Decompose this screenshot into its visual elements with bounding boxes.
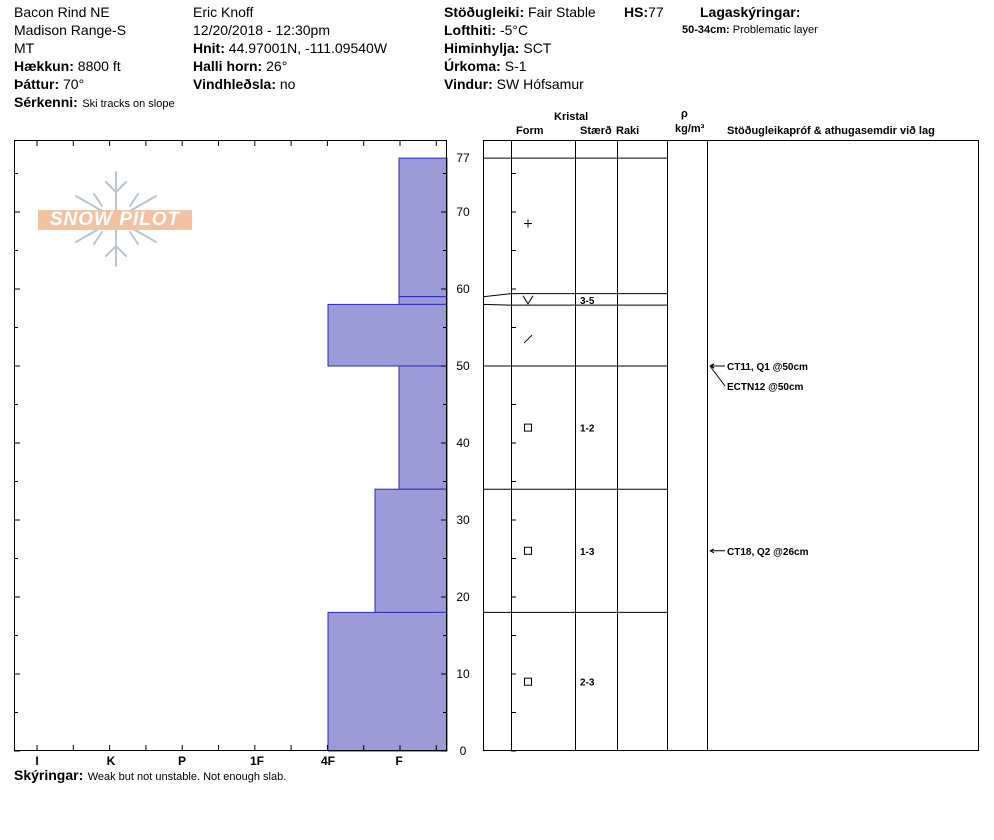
- faceted-crystals-icon: [524, 546, 532, 555]
- surface-hoar-icon: [522, 295, 534, 305]
- density-unit-header: kg/m³: [675, 123, 705, 135]
- hardness-bar: [398, 157, 448, 298]
- test-pointer: [709, 363, 726, 387]
- sky-value: SCT: [523, 40, 552, 56]
- form-header: Form: [516, 125, 544, 137]
- depth-tick-label: 20: [456, 590, 470, 604]
- hs-value: 77: [648, 4, 664, 20]
- air-temp-label: Lofthiti:: [444, 22, 497, 38]
- grain-size: 1-2: [580, 424, 595, 435]
- hardness-bar: [327, 303, 448, 367]
- stability-label: Stöðugleiki:: [444, 4, 525, 20]
- grain-size: 2-3: [580, 678, 595, 689]
- hardness-bar: [374, 488, 448, 613]
- features: Sérkenni: Ski tracks on slope: [14, 94, 175, 112]
- observer: Eric Knoff: [193, 4, 254, 20]
- aspect-value: 70°: [63, 76, 85, 92]
- snow-height: HS:77: [624, 4, 664, 20]
- depth-tick-label: 77: [456, 151, 470, 165]
- size-header: Stærð: [580, 125, 612, 137]
- hardness-bar: [398, 296, 448, 305]
- layer-table-frame: [483, 140, 979, 751]
- aspect-label: Þáttur:: [14, 76, 60, 92]
- slope-label: Halli horn:: [193, 58, 263, 74]
- coords-value: 44.97001N, -111.09540W: [228, 40, 388, 56]
- decomposing-fragments-icon: [523, 334, 533, 344]
- hardness-tick-label: 1F: [250, 754, 264, 768]
- air-temp: Lofthiti: -5°C: [444, 22, 528, 38]
- depth-tick-label: 60: [456, 282, 470, 296]
- hardness-tick-label: I: [35, 754, 38, 768]
- logo-text: SNOW PILOT: [49, 209, 181, 230]
- faceted-crystals-icon: [524, 677, 532, 686]
- layer-note: 50-34cm: Problematic layer: [682, 24, 818, 37]
- wind: Vindur: SW Hófsamur: [444, 76, 584, 92]
- tests-header: Stöðugleikapróf & athugasemdir við lag: [727, 125, 935, 137]
- hardness-tick-label: 4F: [321, 754, 335, 768]
- layer-note-text: Problematic layer: [732, 24, 818, 36]
- aspect: Þáttur: 70°: [14, 76, 84, 92]
- stability-test-label: CT18, Q2 @26cm: [727, 547, 809, 558]
- thin-layer-connector: [482, 293, 512, 306]
- precipitation: Úrkoma: S-1: [444, 58, 526, 74]
- crystal-header: Kristal: [554, 111, 589, 123]
- stability-value: Fair Stable: [528, 4, 596, 20]
- logo-band: [38, 210, 192, 230]
- depth-tick-label: 0: [460, 744, 467, 758]
- features-label: Sérkenni:: [14, 94, 78, 110]
- state: MT: [14, 40, 35, 56]
- rho-header: ρ: [681, 108, 688, 120]
- moisture-header: Raki: [616, 125, 640, 137]
- air-temp-value: -5°C: [499, 22, 529, 38]
- elevation-value: 8800 ft: [77, 58, 121, 74]
- hardness-tick-label: P: [178, 754, 186, 768]
- depth-tick-label: 70: [456, 205, 470, 219]
- depth-tick-label: 30: [456, 513, 470, 527]
- stability-test-label: CT11, Q1 @50cm: [727, 362, 808, 373]
- slope-value: 26°: [266, 58, 288, 74]
- range: Madison Range-S: [14, 22, 127, 38]
- slope-angle: Halli horn: 26°: [193, 58, 287, 74]
- hardness-tick-label: K: [107, 754, 116, 768]
- hardness-bar: [398, 365, 448, 490]
- wind-loading-label: Vindhleðsla:: [193, 76, 276, 92]
- stability-test-label: ECTN12 @50cm: [727, 382, 804, 393]
- hardness-frame: [14, 140, 447, 751]
- depth-tick-label: 40: [456, 436, 470, 450]
- wind-loading: Vindhleðsla: no: [193, 76, 295, 92]
- grain-size: 3-5: [580, 296, 595, 307]
- stability: Stöðugleiki: Fair Stable: [444, 4, 596, 20]
- notes-label: Skýringar:: [14, 767, 84, 783]
- test-pointer: [709, 548, 725, 554]
- datetime: 12/20/2018 - 12:30pm: [193, 22, 330, 38]
- notes-value: Weak but not unstable. Not enough slab.: [87, 771, 287, 783]
- precip-label: Úrkoma:: [444, 58, 501, 74]
- depth-tick-label: 50: [456, 359, 470, 373]
- precip-value: S-1: [504, 58, 527, 74]
- sky-cover: Himinhylja: SCT: [444, 40, 551, 56]
- hardness-bar: [327, 611, 448, 752]
- coords-label: Hnit:: [193, 40, 225, 56]
- hs-label: HS:: [624, 4, 649, 20]
- depth-tick-label: 10: [456, 667, 470, 681]
- coordinates: Hnit: 44.97001N, -111.09540W: [193, 40, 387, 56]
- features-value: Ski tracks on slope: [82, 98, 175, 110]
- elevation: Hækkun: 8800 ft: [14, 58, 121, 74]
- wind-value: SW Hófsamur: [496, 76, 584, 92]
- wind-loading-value: no: [279, 76, 296, 92]
- location: Bacon Rind NE: [14, 4, 110, 20]
- wind-label: Vindur:: [444, 76, 493, 92]
- footer-notes: Skýringar: Weak but not unstable. Not en…: [14, 767, 286, 785]
- layer-note-range: 50-34cm:: [682, 24, 730, 36]
- faceted-crystals-icon: [524, 423, 532, 432]
- layer-notes-label: Lagaskýringar:: [700, 4, 801, 20]
- sky-label: Himinhylja:: [444, 40, 520, 56]
- snowpilot-logo: SNOW PILOT: [36, 170, 196, 270]
- grain-size: 1-3: [580, 547, 595, 558]
- hardness-tick-label: F: [395, 754, 402, 768]
- elevation-label: Hækkun:: [14, 58, 74, 74]
